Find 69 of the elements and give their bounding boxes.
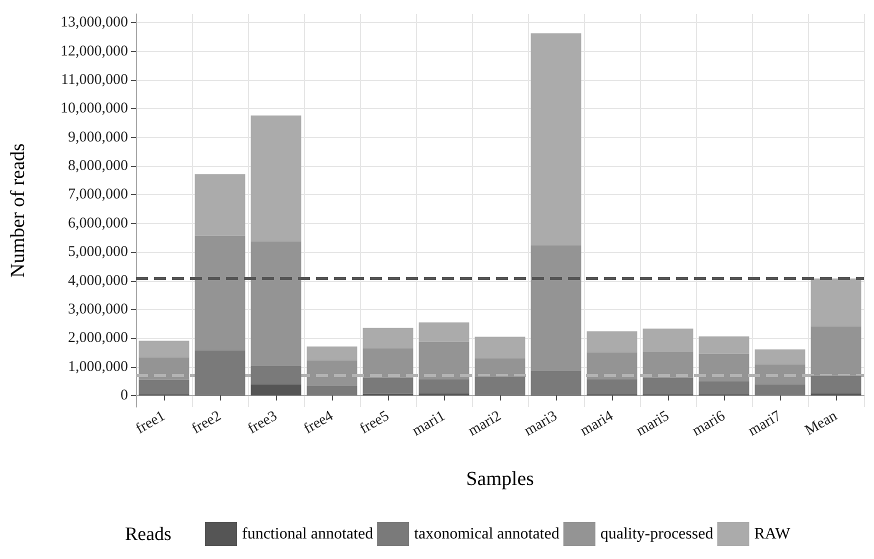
legend-label: RAW	[754, 526, 792, 542]
y-tick-label: 0	[120, 388, 128, 404]
y-tick-label: 9,000,000	[68, 129, 128, 146]
y-tick-label: 12,000,000	[60, 43, 128, 60]
bar	[530, 33, 582, 246]
y-tick-label: 4,000,000	[68, 272, 128, 289]
bar	[362, 348, 414, 378]
bar	[642, 378, 694, 394]
x-tick-label: free5	[357, 408, 392, 438]
y-tick-label: 11,000,000	[61, 72, 128, 88]
x-tick-label: mari5	[634, 408, 672, 440]
bar	[362, 328, 414, 348]
bar	[362, 378, 414, 394]
x-tick-label: free4	[301, 408, 336, 438]
bar	[530, 370, 582, 395]
legend-label: quality-processed	[600, 526, 714, 542]
y-tick-label: 2,000,000	[68, 330, 128, 346]
bar	[194, 174, 246, 236]
bar	[250, 366, 302, 384]
x-tick-label: free3	[245, 408, 280, 438]
bar	[250, 116, 302, 242]
x-tick-label: mari2	[466, 408, 504, 440]
legend-title: Reads	[125, 524, 172, 545]
x-tick-label: free1	[133, 408, 168, 438]
bar	[194, 236, 246, 350]
bar	[474, 376, 526, 395]
bar	[698, 354, 750, 382]
bar	[586, 379, 638, 394]
bar	[642, 328, 694, 352]
y-tick-label: 7,000,000	[68, 186, 128, 203]
x-axis-title: Samples	[466, 468, 534, 490]
x-tick-label: mari1	[410, 408, 448, 440]
y-tick-label: 1,000,000	[68, 358, 128, 375]
x-tick-label: Mean	[802, 408, 840, 439]
y-tick-label: 8,000,000	[68, 158, 128, 174]
bar	[306, 386, 358, 396]
bar	[138, 340, 190, 358]
x-tick-label: mari6	[690, 408, 728, 440]
bar	[754, 384, 806, 396]
bar	[306, 360, 358, 386]
y-tick-label: 13,000,000	[60, 14, 128, 31]
bar	[698, 381, 750, 394]
bar	[418, 379, 470, 394]
bar	[306, 346, 358, 360]
bar	[194, 350, 246, 395]
bar	[810, 376, 862, 394]
bar	[474, 336, 526, 359]
x-tick-label: free2	[189, 408, 224, 438]
legend-label: taxonomical annotated	[414, 526, 560, 542]
bar	[586, 331, 638, 352]
bar	[698, 336, 750, 354]
y-tick-label: 6,000,000	[68, 215, 128, 232]
bar	[418, 342, 470, 380]
y-tick-label: 10,000,000	[60, 100, 128, 117]
y-axis-title: Number of reads	[7, 143, 29, 278]
bar	[530, 245, 582, 371]
y-tick-label: 5,000,000	[68, 244, 128, 260]
bar	[586, 352, 638, 380]
legend-label: functional annotated	[242, 526, 374, 542]
bar	[642, 352, 694, 378]
x-tick-label: mari4	[578, 408, 616, 440]
bar	[418, 322, 470, 342]
bar	[810, 326, 862, 376]
bar	[250, 241, 302, 366]
bar	[754, 349, 806, 364]
y-tick-label: 3,000,000	[68, 301, 128, 318]
bar	[138, 380, 190, 394]
x-tick-label: mari3	[522, 408, 560, 440]
bar	[810, 278, 862, 326]
